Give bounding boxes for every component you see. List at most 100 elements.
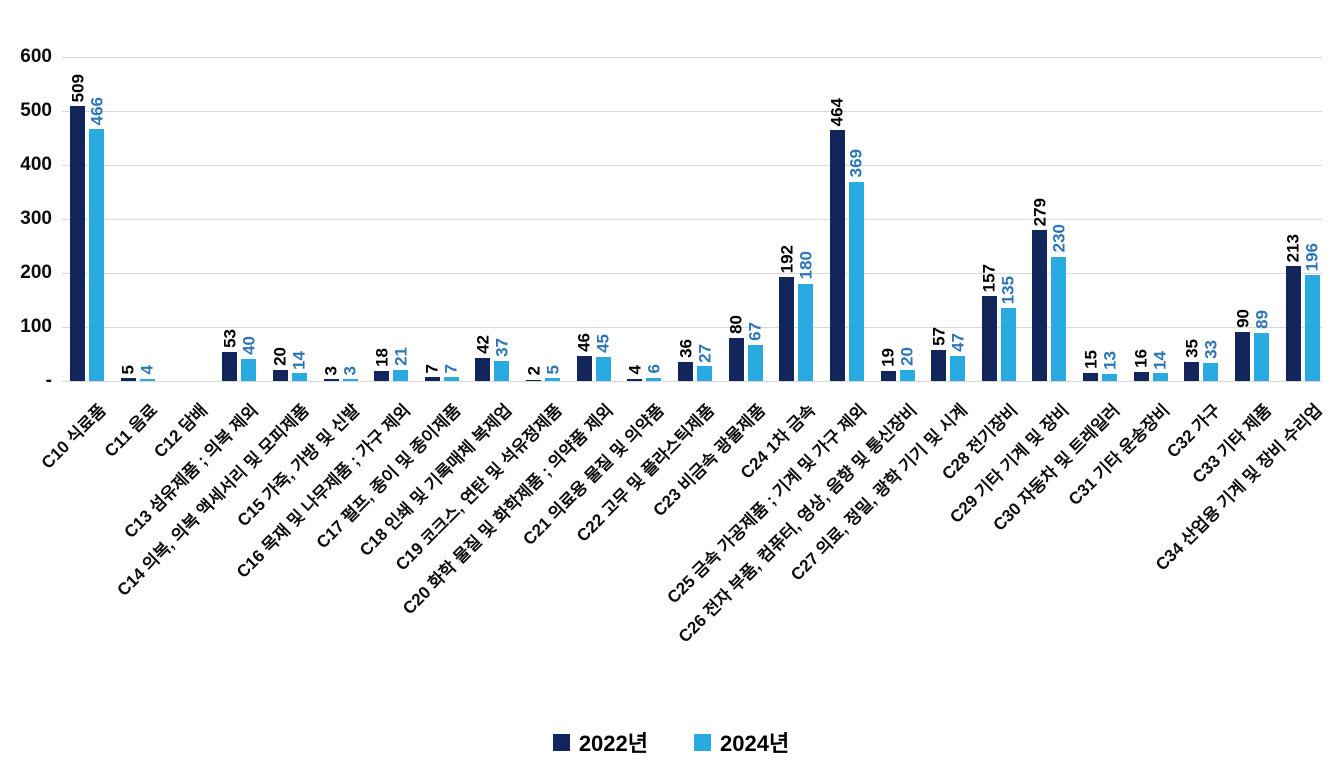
bar-C25-2022년: 464: [828, 98, 847, 381]
x-label-C12: C12 담배: [150, 400, 212, 462]
gridline-600: [62, 57, 1322, 58]
bar-C29-2024년: 230: [1049, 224, 1068, 381]
value-label-C33-2022년: 90: [1233, 309, 1253, 329]
value-label-C23-2024년: 67: [745, 321, 765, 341]
bar-C11-2022년: 5: [119, 365, 138, 381]
bar-C14-2022년: 20: [271, 347, 290, 381]
x-label-C20: C20 화학 물질 및 화학제품 ; 의약품 제외: [399, 400, 617, 619]
value-label-C28-2024년: 135: [998, 275, 1018, 305]
value-label-C18-2022년: 42: [473, 335, 493, 355]
x-label-C19: C19 코크스, 연탄 및 석유정제품: [392, 400, 567, 575]
bar-C28-2022년: 157: [980, 264, 999, 381]
bar-C17-2024년: 7: [442, 364, 461, 381]
x-label-C33: C33 기타 제품: [1188, 400, 1276, 487]
gridline-400: [62, 165, 1322, 166]
value-label-C21-2024년: 6: [644, 364, 664, 374]
bar-C34-2022년: 213: [1284, 234, 1303, 381]
value-label-C27-2022년: 57: [929, 327, 949, 347]
value-label-C16-2024년: 21: [391, 346, 411, 366]
bar-C24-2024년: 180: [796, 251, 815, 381]
plot-area: 509 466 5 4 53 40 20 14 3 3 18 21 7 7 42 37 2 5 46 45 4 6 36 27…: [62, 57, 1328, 381]
x-label-C10: C10 식료품: [38, 400, 111, 473]
legend-item-2022: 2022년: [552, 726, 648, 758]
value-label-C11-2024년: 4: [137, 365, 157, 375]
x-label-C32: C32 가구: [1163, 400, 1225, 462]
value-label-C29-2024년: 230: [1049, 224, 1069, 253]
x-label-C30: C30 자동차 및 트레일러: [989, 400, 1124, 535]
value-label-C27-2024년: 47: [948, 332, 968, 352]
bar-C23-2022년: 80: [727, 315, 746, 381]
x-label-C23: C23 비금속 광물제품: [649, 400, 769, 521]
x-label-C31: C31 기타 운송장비: [1065, 400, 1174, 510]
y-tick-0: -: [45, 370, 52, 391]
x-label-C34: C34 산업용 기계 및 장비 수리업: [1151, 400, 1326, 575]
bar-group-C32: 35 33: [1176, 57, 1227, 381]
y-tick-100: 100: [20, 316, 52, 337]
bar-C32-2022년: 35: [1182, 339, 1201, 381]
x-label-C16: C16 목재 및 나무제품 ; 가구 제외: [232, 400, 415, 582]
bar-C10-2022년: 509: [68, 74, 87, 381]
bar-C18-2022년: 42: [473, 335, 492, 381]
y-tick-400: 400: [20, 154, 52, 175]
value-label-C15-2024년: 3: [340, 365, 360, 376]
bar-C28-2024년: 135: [999, 276, 1018, 381]
bar-C22-2022년: 36: [676, 339, 695, 381]
bar-C24-2022년: 192: [777, 245, 796, 381]
value-label-C26-2022년: 19: [878, 347, 898, 367]
value-label-C31-2022년: 16: [1131, 349, 1151, 369]
y-tick-200: 200: [20, 262, 52, 283]
value-label-C29-2022년: 279: [1030, 197, 1050, 227]
bar-C34-2024년: 196: [1303, 243, 1322, 381]
value-label-C14-2024년: 14: [289, 350, 309, 370]
x-label-C17: C17 펄프, 종이 및 종이제품: [313, 400, 465, 553]
x-label-C24: C24 1차 금속: [737, 400, 820, 483]
gridline-300: [62, 219, 1322, 220]
value-label-C31-2024년: 14: [1150, 350, 1170, 370]
bar-C19-2024년: 5: [543, 365, 562, 381]
bar-C16-2022년: 18: [372, 348, 391, 381]
bar-C11-2024년: 4: [138, 365, 157, 381]
value-label-C25-2024년: 369: [846, 149, 866, 178]
value-label-C32-2024년: 33: [1201, 340, 1221, 360]
legend-label-2024: 2024년: [720, 731, 790, 756]
bar-C26-2024년: 20: [898, 347, 917, 381]
bar-C30-2024년: 13: [1100, 351, 1119, 381]
bar-C32-2024년: 33: [1201, 340, 1220, 381]
value-label-C20-2024년: 45: [593, 333, 613, 353]
bar-C21-2022년: 4: [625, 365, 644, 381]
bar-group-C20: 46 45: [568, 57, 619, 381]
value-label-C13-2022년: 53: [220, 329, 240, 349]
bar-C18-2024년: 37: [492, 338, 511, 381]
gridline-200: [62, 273, 1322, 274]
legend-swatch-2024: [694, 733, 711, 751]
x-label-C27: C27 의료, 정밀, 광학 기기 및 시계: [787, 400, 972, 585]
bar-group-C12: [163, 57, 214, 381]
legend-item-2024: 2024년: [694, 726, 789, 758]
value-label-C10-2022년: 509: [68, 73, 88, 103]
x-axis-labels: C10 식료품 C11 음료 C12 담배 C13 섬유제품 ; 의복 제외 C14 의…: [38, 389, 1328, 719]
y-tick-500: 500: [20, 100, 52, 121]
x-label-C28: C28 전기장비: [938, 400, 1022, 484]
value-label-C18-2024년: 37: [492, 338, 512, 358]
x-label-C21: C21 의료용 물질 및 의약품: [518, 400, 668, 549]
bar-C15-2022년: 3: [322, 366, 341, 381]
value-label-C20-2022년: 46: [574, 333, 594, 353]
bar-group-C29: 279 230: [1024, 57, 1075, 381]
bar-C30-2022년: 15: [1081, 350, 1100, 381]
bar-group-C13: 53 40: [214, 57, 265, 381]
x-label-C26: C26 전자 부품, 컴퓨터, 영상, 음향 및 통신장비: [674, 400, 921, 647]
value-label-C23-2022년: 80: [726, 314, 746, 334]
bar-C33-2024년: 89: [1252, 310, 1271, 381]
value-label-C16-2022년: 18: [372, 348, 392, 368]
value-label-C30-2024년: 13: [1100, 351, 1120, 370]
value-label-C19-2022년: 2: [524, 366, 544, 376]
legend-swatch-2022: [552, 733, 570, 751]
value-label-C21-2022년: 4: [625, 365, 645, 375]
bar-group-C31: 16 14: [1125, 57, 1176, 381]
value-label-C17-2024년: 7: [441, 363, 461, 374]
y-tick-600: 600: [20, 46, 52, 67]
